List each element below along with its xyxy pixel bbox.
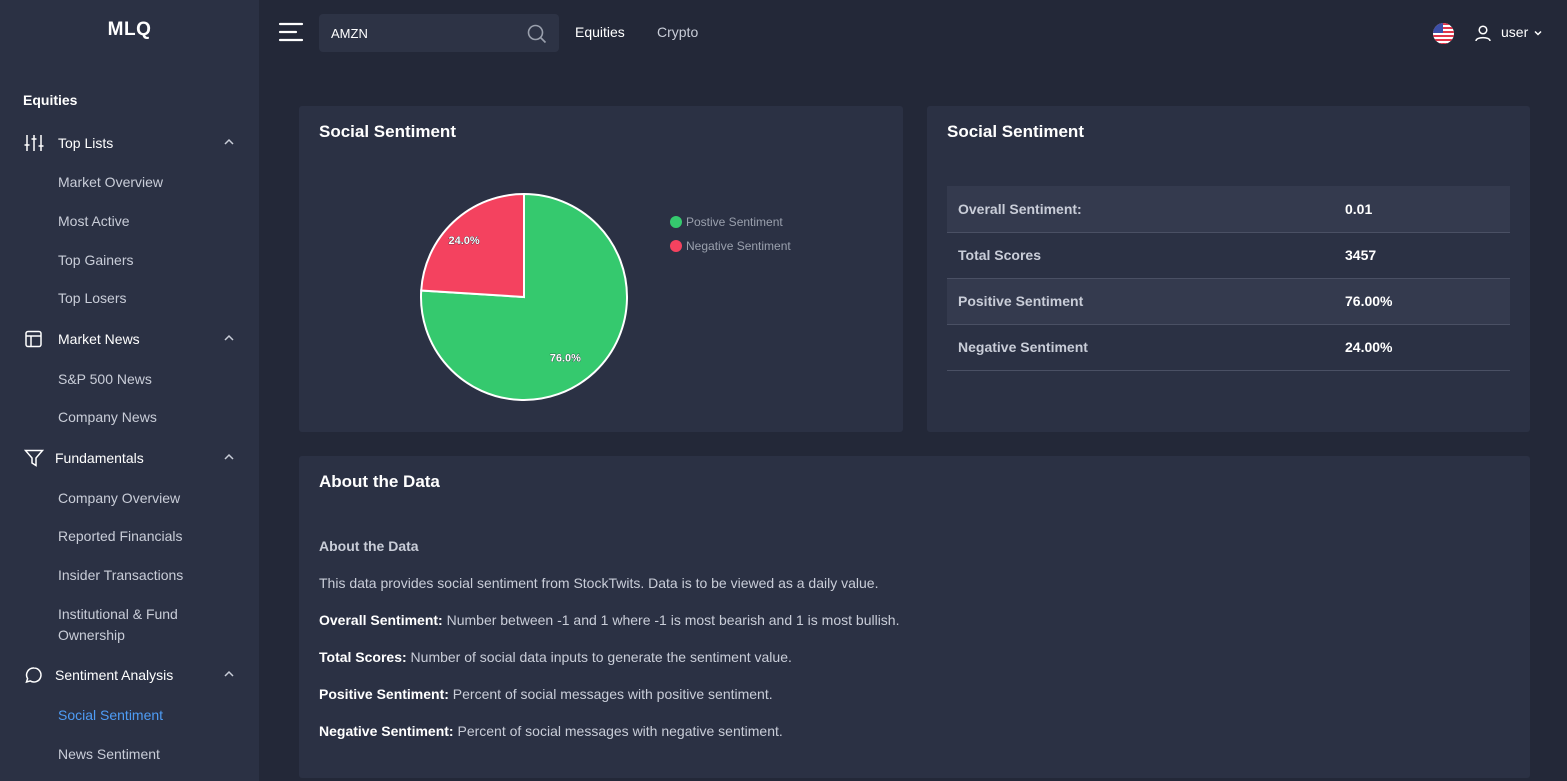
legend-label: Postive Sentiment [686,215,783,229]
social-sentiment-stats-card: Social Sentiment Overall Sentiment: 0.01… [927,106,1530,432]
sidebar-item-company-news[interactable]: Company News [58,409,157,425]
definition-text: Percent of social messages with negative… [453,723,783,739]
sidebar-item-market-overview[interactable]: Market Overview [58,174,164,190]
definition-term: Negative Sentiment: [319,723,454,739]
sidebar-group-label: Market News [58,331,140,347]
sidebar-item-social-sentiment[interactable]: Social Sentiment [58,707,164,723]
social-sentiment-chart-card: Social Sentiment 76.0% 24.0% Postive Sent… [299,106,903,432]
us-flag-icon[interactable] [1433,23,1454,44]
search-input[interactable] [319,14,519,52]
sidebar-group-label: Top Lists [58,135,114,151]
hamburger-menu-icon[interactable] [278,21,304,43]
definition-text: Number of social data inputs to generate… [406,649,792,665]
chat-icon [25,667,42,684]
sidebar: MLQ Equities Top Lists Market Overview M… [0,0,259,781]
user-name: user [1501,24,1529,40]
sliders-icon [24,135,44,151]
definition-term: Total Scores: [319,649,407,665]
search-icon[interactable] [527,24,547,44]
search-box [319,14,559,52]
legend-swatch-negative [670,240,682,252]
definition-positive: Positive Sentiment: Percent of social me… [319,686,773,702]
definition-negative: Negative Sentiment: Percent of social me… [319,723,783,739]
nav-equities[interactable]: Equities [575,24,625,40]
definition-text: Number between -1 and 1 where -1 is most… [442,612,900,628]
sidebar-group-market-news[interactable]: Market News [0,327,259,351]
sidebar-item-news-sentiment[interactable]: News Sentiment [58,746,160,762]
sidebar-item-top-losers[interactable]: Top Losers [58,290,127,306]
pie-label-positive: 76.0% [550,353,581,365]
card-title: About the Data [319,472,440,491]
sidebar-group-fundamentals[interactable]: Fundamentals [0,446,259,470]
sidebar-item-reported-financials[interactable]: Reported Financials [58,528,183,544]
chevron-up-icon[interactable] [222,331,236,345]
about-data-card: About the Data About the Data This data … [299,456,1530,778]
chevron-up-icon[interactable] [222,667,236,681]
stat-value: 3457 [1334,232,1510,279]
logo[interactable]: MLQ [107,19,152,40]
sentiment-pie-chart: 76.0% 24.0% [420,192,628,401]
pie-slice-positive[interactable] [420,192,628,401]
card-title: Social Sentiment [947,122,1084,141]
chevron-up-icon[interactable] [222,450,236,464]
stat-value: 24.00% [1334,324,1510,371]
sidebar-group-top-lists[interactable]: Top Lists [0,131,259,155]
sidebar-item-insider-transactions[interactable]: Insider Transactions [58,567,184,583]
table-row: Positive Sentiment 76.00% [947,278,1510,325]
user-icon [1475,25,1491,42]
table-row: Total Scores 3457 [947,232,1510,279]
legend-label: Negative Sentiment [686,239,791,253]
sidebar-item-company-overview[interactable]: Company Overview [58,490,181,506]
stat-label: Positive Sentiment [947,278,1334,325]
sidebar-item-top-gainers[interactable]: Top Gainers [58,252,134,268]
news-icon [25,330,42,348]
sidebar-item-sp500-news[interactable]: S&P 500 News [58,371,152,387]
definition-term: Positive Sentiment: [319,686,449,702]
about-intro: This data provides social sentiment from… [319,575,879,591]
stat-label: Negative Sentiment [947,324,1334,371]
chevron-up-icon[interactable] [222,135,236,149]
about-subtitle: About the Data [319,538,419,554]
filter-icon [24,449,44,467]
sidebar-item-most-active[interactable]: Most Active [58,213,130,229]
chevron-down-icon [1534,30,1542,36]
pie-slice-negative[interactable] [420,192,525,299]
stat-value: 0.01 [1334,186,1510,233]
stat-label: Total Scores [947,232,1334,279]
stat-label: Overall Sentiment: [947,186,1334,233]
definition-overall: Overall Sentiment: Number between -1 and… [319,612,899,628]
card-title: Social Sentiment [319,122,456,141]
sentiment-stats-table: Overall Sentiment: 0.01 Total Scores 345… [947,186,1510,371]
sidebar-item-institutional-ownership[interactable]: Institutional & Fund Ownership [58,606,178,643]
definition-term: Overall Sentiment: [319,612,443,628]
sidebar-group-label: Sentiment Analysis [55,667,174,683]
table-row: Overall Sentiment: 0.01 [947,186,1510,233]
sidebar-group-label: Fundamentals [55,450,144,466]
legend-swatch-positive [670,216,682,228]
sidebar-group-sentiment-analysis[interactable]: Sentiment Analysis [0,663,259,687]
stat-value: 76.00% [1334,278,1510,325]
nav-crypto[interactable]: Crypto [657,24,699,40]
sidebar-section-title: Equities [23,92,78,108]
definition-text: Percent of social messages with positive… [448,686,773,702]
definition-total-scores: Total Scores: Number of social data inpu… [319,649,792,665]
table-row: Negative Sentiment 24.00% [947,324,1510,371]
pie-label-negative: 24.0% [448,235,479,247]
